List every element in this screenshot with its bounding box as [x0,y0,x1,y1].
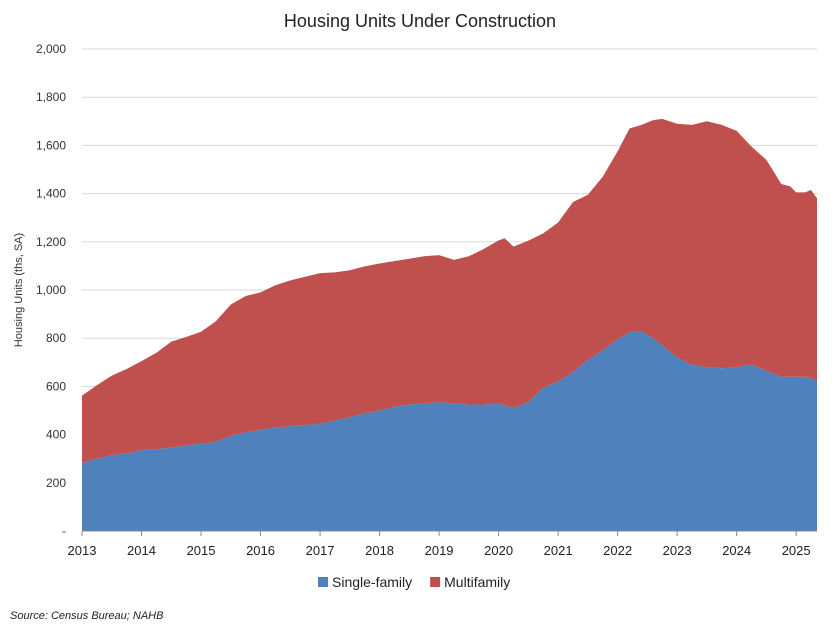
x-tick-label: 2014 [127,543,156,558]
legend-label: Single-family [332,574,412,590]
y-axis-label: Housing Units (ths, SA) [13,233,25,347]
y-tick-label: 1,000 [36,283,66,297]
area-single-family [82,331,817,531]
legend: Single-family Multifamily [318,574,510,590]
source-note: Source: Census Bureau; NAHB [10,610,164,622]
x-tick-label: 2023 [663,543,692,558]
legend-label: Multifamily [444,574,510,590]
x-tick-label: 2015 [187,543,216,558]
x-tick-label: 2024 [722,543,751,558]
x-tick-labels: 2013 2014 2015 2016 2017 2018 2019 2020 2021 2022… [68,543,811,558]
x-tick-label: 2025 [782,543,811,558]
x-tick-label: 2019 [425,543,454,558]
x-tick-label: 2022 [603,543,632,558]
x-tick-label: 2020 [484,543,513,558]
x-tick-label: 2017 [306,543,335,558]
chart-title: Housing Units Under Construction [284,11,556,31]
y-tick-label: 1,400 [36,187,66,201]
stacked-areas [82,118,817,531]
area-multifamily [82,118,817,464]
x-axis [81,530,817,536]
x-tick-label: 2018 [365,543,394,558]
y-tick-label: 1,200 [36,235,66,249]
x-tick-label: 2021 [544,543,573,558]
x-tick-label: 2013 [68,543,97,558]
x-tick-label: 2016 [246,543,275,558]
y-tick-label: 1,800 [36,90,66,104]
y-tick-label: 2,000 [36,42,66,56]
y-tick-label: 600 [46,379,66,393]
y-tick-label: 800 [46,331,66,345]
legend-swatch [430,577,441,587]
legend-swatch [318,577,328,587]
y-tick-label: - [62,524,66,538]
y-tick-label: 1,600 [36,138,66,152]
y-tick-labels: - 200 400 600 800 1,000 1,200 1,400 1,600 1,800 2,… [36,42,66,538]
y-tick-label: 200 [46,476,66,490]
y-tick-label: 400 [46,428,66,442]
